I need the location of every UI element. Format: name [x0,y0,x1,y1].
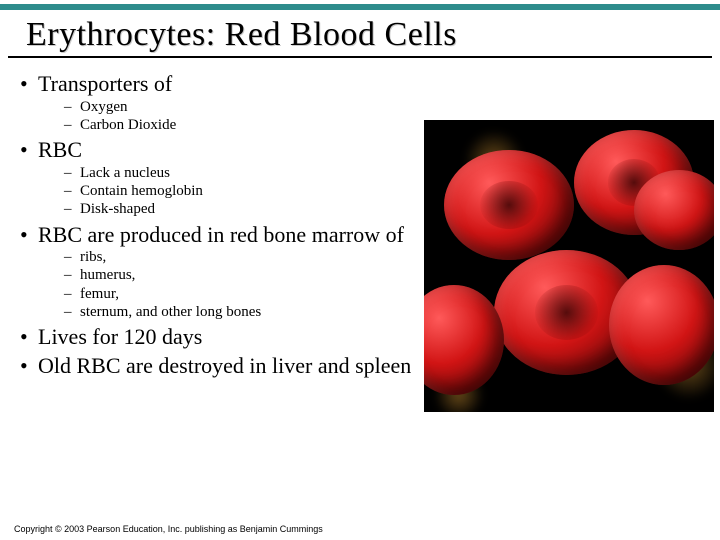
top-accent-bar [0,0,720,10]
cell-dimple [535,285,599,340]
red-blood-cell [634,170,714,250]
bullet-transporters: Transporters of [20,72,700,97]
bullet-destroyed: Old RBC are destroyed in liver and splee… [20,354,420,379]
bullet-produced: RBC are produced in red bone marrow of [20,223,420,248]
red-blood-cell [424,285,504,395]
sub-oxygen: Oxygen [20,99,700,116]
page-title: Erythrocytes: Red Blood Cells [26,16,694,54]
rbc-image [424,120,714,412]
copyright-text: Copyright © 2003 Pearson Education, Inc.… [14,524,323,534]
red-blood-cell [609,265,714,385]
cell-dimple [480,181,537,229]
title-container: Erythrocytes: Red Blood Cells [8,10,712,58]
red-blood-cell [444,150,574,260]
